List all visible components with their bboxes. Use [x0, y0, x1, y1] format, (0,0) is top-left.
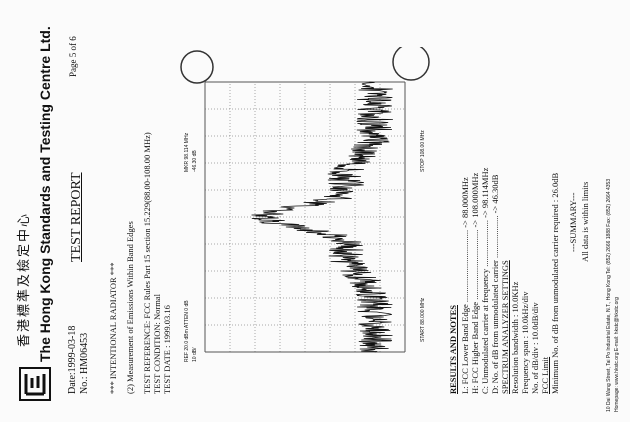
test-date: TEST DATE : 1999.03.16	[162, 305, 172, 394]
test-condition: TEST CONDITION: Normal	[152, 294, 162, 394]
result-line: No. of dB/div : 10.0dB/div	[530, 302, 540, 394]
page-number: Page 5 of 6	[68, 36, 78, 77]
report-title: TEST REPORT	[69, 172, 84, 262]
spectrum-trace	[251, 81, 393, 353]
result-line: L: FCC Lower Band Edge .................…	[460, 177, 470, 394]
logo	[19, 367, 51, 401]
plot-atten: 10 dB/	[192, 347, 198, 362]
result-line: Frequency span : 10.0kHz/div	[520, 291, 530, 394]
stamp	[180, 50, 214, 84]
result-line: Minimum No. of dB from unmodulated carri…	[550, 172, 560, 394]
results-heading: RESULTS AND NOTES	[448, 305, 458, 394]
summary-text: All data is within limits	[580, 181, 590, 262]
subsection: (2) Measurement of Emissions Within Band…	[125, 221, 135, 394]
stamp	[392, 47, 430, 81]
result-line: SPECTRUM ANALYZER SETTINGS	[500, 260, 510, 394]
report-number: No.: HM06453	[79, 332, 90, 394]
footer-web: Homepage: www.hkstc.org E-mail: hkstc@hk…	[614, 297, 620, 412]
result-line: C: Unmodulated carrier at frequency ....…	[480, 167, 490, 394]
test-reference: TEST REFERENCE: FCC Rules Part 15 sectio…	[142, 132, 152, 394]
spectrum-plot	[180, 47, 430, 353]
company-name-chinese: 香港標準及檢定中心	[17, 211, 32, 347]
plot-start: START 88.000 MHz	[420, 297, 426, 342]
company-name: The Hong Kong Standards and Testing Cent…	[37, 26, 53, 362]
result-line: H: FCC Higher Band Edge ................…	[470, 172, 480, 394]
date: Date:1999-03-18	[67, 325, 78, 394]
result-line: Resolution bandwidth : 10.0KHz	[510, 281, 520, 394]
plot-marker-level: -46.30 dB	[192, 150, 198, 172]
plot-stop: STOP 108.00 MHz	[420, 130, 426, 172]
result-line: FCC Limit	[540, 356, 550, 394]
summary-heading: ---SUMMARY---	[568, 192, 578, 253]
section-heading: *** INTENTIONAL RADIATOR ***	[108, 262, 118, 394]
result-line: D: No. of dB from unmodulated carrier ..…	[490, 174, 500, 394]
